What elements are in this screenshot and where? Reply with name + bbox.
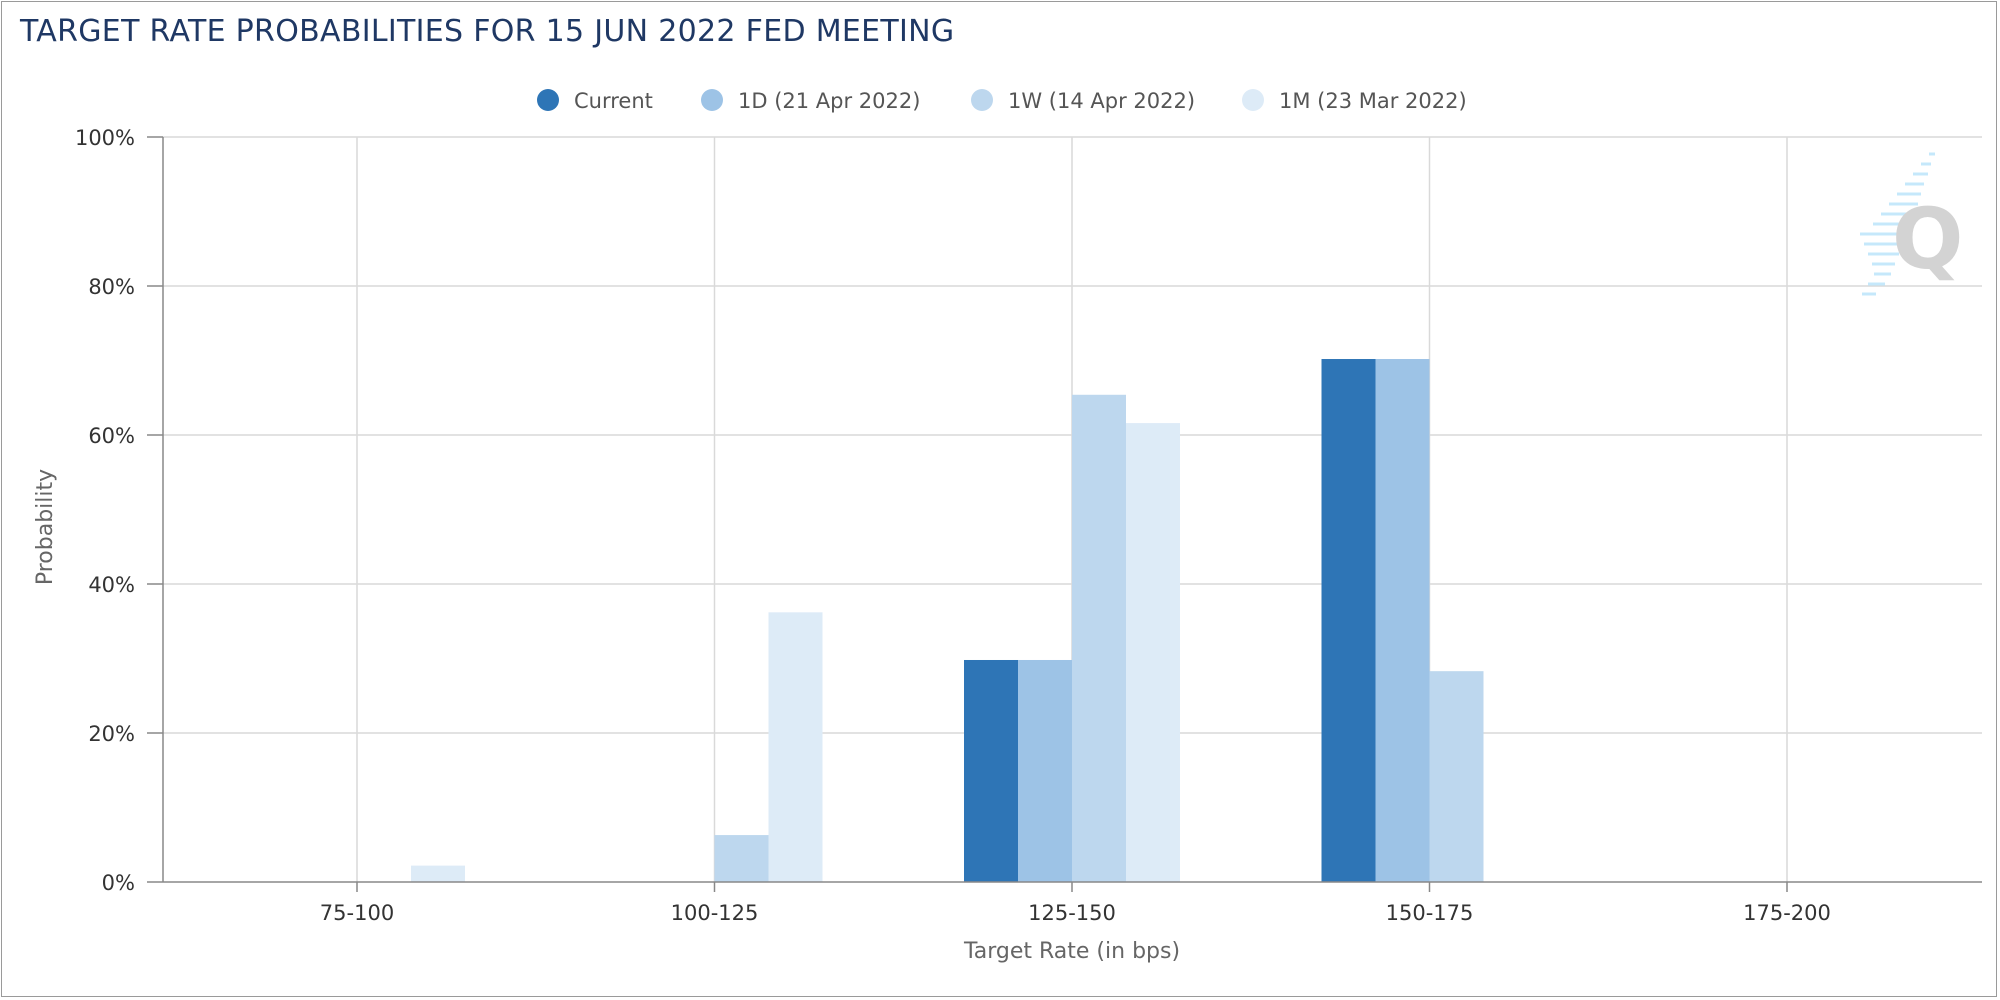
bar-1-150-175[interactable] — [1321, 359, 1376, 882]
bar-4-75-100[interactable] — [411, 865, 465, 882]
legend-item-2[interactable]: 1D (21 Apr 2022) — [701, 89, 920, 113]
legend-label: 1W (14 Apr 2022) — [1008, 89, 1195, 113]
y-tick-label: 40% — [88, 573, 135, 597]
legend-label: Current — [574, 89, 653, 113]
y-tick-label: 60% — [88, 424, 135, 448]
chart-title: TARGET RATE PROBABILITIES FOR 15 JUN 202… — [20, 14, 955, 49]
y-tick-label: 20% — [88, 722, 135, 746]
legend-swatch-icon — [1242, 89, 1264, 111]
x-tick-label: 150-175 — [1386, 901, 1474, 925]
quikstrike-logo-icon: Q — [1860, 152, 1963, 296]
legend-label: 1D (21 Apr 2022) — [738, 89, 920, 113]
y-tick-label: 100% — [75, 126, 135, 150]
bars — [411, 359, 1484, 882]
x-tick-label: 125-150 — [1028, 901, 1116, 925]
bar-2-150-175[interactable] — [1375, 359, 1430, 882]
x-tick-label: 175-200 — [1743, 901, 1831, 925]
y-tick-label: 80% — [88, 275, 135, 299]
legend-item-1[interactable]: Current — [537, 89, 653, 113]
y-axis-title: Probability — [33, 469, 58, 585]
y-tick-label: 0% — [102, 871, 135, 895]
axes: 0% 20% 40% 60% 80% 100% 75-100 100-125 125-150 15… — [75, 126, 1982, 925]
bar-4-125-150[interactable] — [1126, 423, 1180, 882]
legend-item-3[interactable]: 1W (14 Apr 2022) — [971, 89, 1195, 113]
svg-text:Q: Q — [1892, 190, 1963, 288]
legend-label: 1M (23 Mar 2022) — [1279, 89, 1467, 113]
bar-3-100-125[interactable] — [714, 835, 769, 882]
bar-2-125-150[interactable] — [1018, 659, 1072, 882]
legend-swatch-icon — [537, 89, 559, 111]
x-tick-label: 75-100 — [320, 901, 394, 925]
legend-swatch-icon — [971, 89, 993, 111]
x-tick-label: 100-125 — [671, 901, 759, 925]
legend[interactable]: Current 1D (21 Apr 2022) 1W (14 Apr 2022) 1… — [537, 89, 1467, 113]
bar-1-125-150[interactable] — [964, 659, 1018, 882]
bar-3-125-150[interactable] — [1072, 394, 1126, 882]
legend-item-4[interactable]: 1M (23 Mar 2022) — [1242, 89, 1467, 113]
bar-3-150-175[interactable] — [1429, 671, 1484, 882]
legend-swatch-icon — [701, 89, 723, 111]
bar-4-100-125[interactable] — [768, 612, 823, 882]
x-axis-title: Target Rate (in bps) — [963, 939, 1180, 964]
